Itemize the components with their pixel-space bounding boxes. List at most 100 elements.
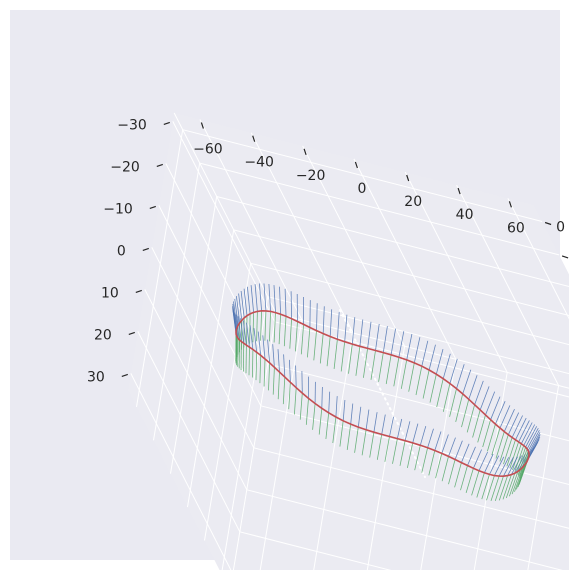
z-tick-label: −30 [117,117,147,133]
vector-arrow-blue [342,399,346,421]
vector-arrow-blue [520,422,533,444]
vector-arrow-blue [242,320,247,346]
vector-arrow-green [477,414,486,443]
side-grid-y [187,229,235,508]
x-tick-label: −60 [193,142,223,158]
vector-arrow-green [299,393,303,420]
vector-arrow-blue [263,283,267,311]
vector-arrow-blue [441,434,449,454]
z-tick-label: −20 [110,159,140,175]
vector-arrow-blue [267,339,270,363]
vector-arrow-blue [328,391,331,413]
y-tick-mark [544,221,552,226]
vector-arrow-blue [382,326,388,353]
vector-arrow-green [400,359,408,389]
vector-arrow-blue [525,426,538,448]
vector-arrow-green [248,347,250,376]
vector-arrow-blue [238,293,243,321]
pane-edge [173,112,277,314]
side-grid-z [130,373,232,570]
vector-arrow-blue [234,298,239,326]
vector-arrow-green [348,344,353,374]
vector-arrow-blue [247,286,251,314]
vector-arrow-green [499,434,509,462]
vector-arrow-blue [250,285,254,313]
vector-arrow-blue [236,296,241,323]
x-tick-mark [457,187,461,195]
vector-arrow-green [442,383,451,412]
back-grid-x [420,359,457,570]
vector-arrow-blue [322,306,325,334]
vector-arrow-green [498,475,508,501]
x-tick-label: 60 [507,220,525,236]
vector-arrow-green [512,443,522,471]
floor-grid-y [182,129,543,222]
vector-arrow-green [506,439,516,467]
vector-arrow-blue [259,283,262,311]
vector-arrow-blue [467,446,476,466]
x-tick-mark [406,174,410,182]
vector-arrow-green [305,398,309,425]
vector-arrow-green [502,474,512,500]
vector-arrow-blue [359,319,364,347]
vector-arrow-blue [448,437,456,457]
vector-arrow-blue [507,412,520,435]
vector-arrow-green [518,450,529,477]
floor-grid-x [507,198,569,320]
vector-arrow-blue [234,312,239,339]
vector-arrow-green [421,447,428,473]
z-tick-mark [121,373,128,377]
vector-arrow-green [491,427,501,456]
vector-arrow-blue [490,396,501,420]
vector-arrow-blue [527,439,540,460]
floor-grid-x [456,184,560,386]
vector-arrow-blue [337,312,340,340]
vector-arrow-green [363,348,368,378]
vector-arrow-green [355,346,361,376]
vector-arrow-blue [461,443,470,463]
vector-arrow-blue [494,456,505,476]
vector-arrow-green [369,432,375,458]
floor-grid-x [302,145,406,347]
vector-arrow-green [378,352,384,382]
vector-arrow-blue [350,403,354,425]
vector-arrow-green [259,355,262,384]
vector-arrow-green [455,393,464,422]
vector-arrow-blue [503,409,515,432]
vector-arrow-green [333,339,338,369]
vector-arrow-blue [375,323,380,351]
vector-arrow-green [278,314,281,345]
vector-arrow-blue [456,364,465,389]
vector-arrow-green [264,310,267,341]
vector-arrow-green [294,387,297,415]
vector-arrow-green [385,354,392,385]
vector-arrow-green [277,372,280,400]
vector-arrow-blue [357,406,362,428]
floor-grid-y [199,162,560,256]
z-tick-label: 0 [117,243,126,259]
side-grid-z [144,289,248,491]
floor-grid-y [216,196,569,288]
vector-arrow-green [471,470,480,496]
floor-grid-y [233,229,569,317]
vector-arrow-blue [344,314,348,342]
z-tick-mark [149,205,156,209]
vector-arrow-green [370,350,376,380]
vector-arrow-green [268,362,270,391]
side-pane [128,113,277,570]
z-tick-mark [156,163,163,167]
vector-arrow-blue [427,428,434,448]
vector-arrow-blue [503,457,514,477]
vector-arrow-blue [526,428,539,450]
side-grid-z [172,121,276,323]
back-grid-z [253,447,569,529]
vector-arrow-blue [351,317,356,345]
vector-arrow-green [269,311,271,342]
vector-arrow-green [384,436,390,462]
z-tick-label: −10 [103,201,133,217]
vector-arrow-blue [365,409,370,430]
vector-arrow-blue [367,321,372,349]
vector-arrow-green [495,431,505,459]
vector-arrow-blue [473,449,482,469]
